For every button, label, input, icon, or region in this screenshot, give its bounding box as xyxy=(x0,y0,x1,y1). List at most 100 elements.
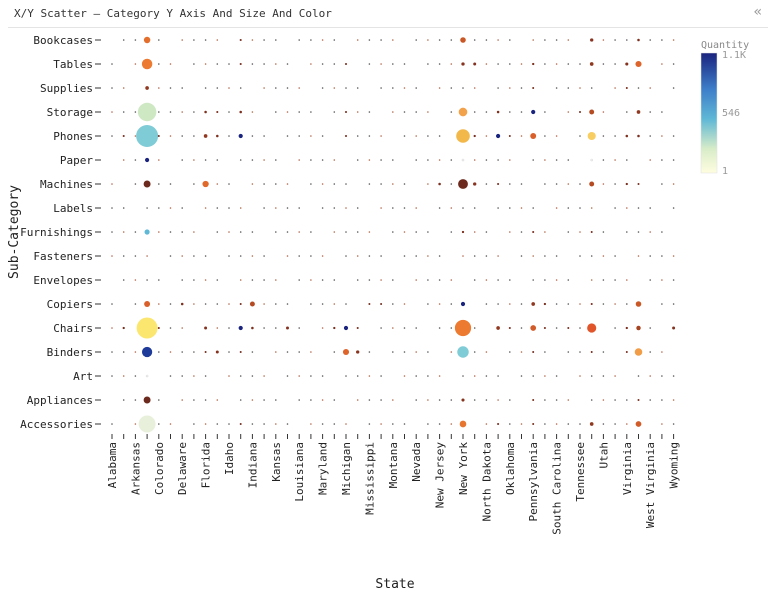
data-point[interactable] xyxy=(531,109,536,115)
data-point[interactable] xyxy=(461,230,465,234)
data-point[interactable] xyxy=(204,110,207,114)
data-point[interactable] xyxy=(180,302,184,306)
data-point[interactable] xyxy=(343,325,349,331)
data-point[interactable] xyxy=(532,87,535,89)
data-point[interactable] xyxy=(251,326,254,330)
data-point[interactable] xyxy=(543,326,546,330)
data-point[interactable] xyxy=(473,182,477,186)
data-point[interactable] xyxy=(356,350,360,354)
data-point[interactable] xyxy=(531,302,536,306)
data-point[interactable] xyxy=(342,348,350,356)
data-point[interactable] xyxy=(143,36,151,44)
data-point[interactable] xyxy=(587,323,597,333)
data-point[interactable] xyxy=(239,351,242,353)
data-point[interactable] xyxy=(143,180,151,188)
data-point[interactable] xyxy=(532,351,535,353)
data-point[interactable] xyxy=(625,182,628,186)
data-point[interactable] xyxy=(145,86,149,90)
data-point[interactable] xyxy=(136,317,158,339)
data-point[interactable] xyxy=(635,60,642,68)
data-point[interactable] xyxy=(203,134,208,138)
data-point[interactable] xyxy=(590,158,594,162)
data-point[interactable] xyxy=(473,134,476,138)
data-point[interactable] xyxy=(589,62,594,66)
data-point[interactable] xyxy=(344,134,348,138)
data-point[interactable] xyxy=(567,327,570,329)
data-point[interactable] xyxy=(460,37,466,43)
data-point[interactable] xyxy=(144,229,150,235)
data-point[interactable] xyxy=(215,350,219,354)
data-point[interactable] xyxy=(532,230,535,234)
data-point[interactable] xyxy=(590,351,593,353)
data-point[interactable] xyxy=(635,301,642,307)
data-point[interactable] xyxy=(239,38,242,42)
data-point[interactable] xyxy=(461,398,465,402)
data-point[interactable] xyxy=(239,62,242,66)
data-point[interactable] xyxy=(636,325,641,331)
data-point[interactable] xyxy=(438,182,441,186)
data-point[interactable] xyxy=(456,129,470,143)
data-point[interactable] xyxy=(143,396,151,404)
data-point[interactable] xyxy=(460,301,466,307)
data-point[interactable] xyxy=(461,158,465,162)
data-point[interactable] xyxy=(589,422,594,426)
data-point[interactable] xyxy=(496,110,500,114)
data-point[interactable] xyxy=(239,303,242,305)
data-point[interactable] xyxy=(368,303,371,305)
data-point[interactable] xyxy=(216,110,219,114)
data-point[interactable] xyxy=(625,351,628,353)
data-point[interactable] xyxy=(286,326,289,330)
data-point[interactable] xyxy=(637,399,640,401)
data-point[interactable] xyxy=(454,319,472,337)
data-point[interactable] xyxy=(579,111,581,113)
double-chevron-left-icon[interactable]: « xyxy=(753,4,762,20)
data-point[interactable] xyxy=(356,326,359,330)
data-point[interactable] xyxy=(508,326,511,330)
data-point[interactable] xyxy=(458,179,468,189)
data-point[interactable] xyxy=(458,107,468,117)
data-point[interactable] xyxy=(344,110,348,114)
data-point[interactable] xyxy=(157,135,160,137)
data-point[interactable] xyxy=(136,125,159,147)
data-point[interactable] xyxy=(634,348,643,356)
data-point[interactable] xyxy=(461,62,465,66)
data-point[interactable] xyxy=(141,58,153,70)
data-point[interactable] xyxy=(204,326,208,330)
data-point[interactable] xyxy=(238,325,243,331)
data-point[interactable] xyxy=(380,303,383,305)
data-point[interactable] xyxy=(590,231,593,233)
data-point[interactable] xyxy=(333,326,336,330)
data-point[interactable] xyxy=(145,157,150,163)
data-point[interactable] xyxy=(344,62,348,66)
data-point[interactable] xyxy=(532,399,535,401)
data-point[interactable] xyxy=(496,133,501,139)
data-point[interactable] xyxy=(532,62,535,66)
data-point[interactable] xyxy=(637,38,640,42)
data-point[interactable] xyxy=(625,62,629,66)
data-point[interactable] xyxy=(202,180,209,188)
data-point[interactable] xyxy=(625,87,628,89)
data-point[interactable] xyxy=(137,102,157,122)
data-point[interactable] xyxy=(635,421,642,427)
data-point[interactable] xyxy=(145,374,149,378)
data-point[interactable] xyxy=(239,110,242,114)
data-point[interactable] xyxy=(508,135,511,137)
data-point[interactable] xyxy=(543,302,547,306)
data-point[interactable] xyxy=(473,62,477,66)
data-point[interactable] xyxy=(238,133,243,139)
data-point[interactable] xyxy=(144,301,151,307)
data-point[interactable] xyxy=(589,109,595,115)
data-point[interactable] xyxy=(216,134,219,138)
data-point[interactable] xyxy=(530,133,537,139)
data-point[interactable] xyxy=(587,131,596,141)
data-point[interactable] xyxy=(532,423,535,425)
data-point[interactable] xyxy=(138,415,156,433)
data-point[interactable] xyxy=(637,134,640,138)
data-point[interactable] xyxy=(122,134,125,138)
data-point[interactable] xyxy=(141,346,153,358)
data-point[interactable] xyxy=(497,422,500,426)
data-point[interactable] xyxy=(459,420,467,428)
data-point[interactable] xyxy=(496,326,500,330)
data-point[interactable] xyxy=(239,423,242,425)
data-point[interactable] xyxy=(157,326,160,330)
